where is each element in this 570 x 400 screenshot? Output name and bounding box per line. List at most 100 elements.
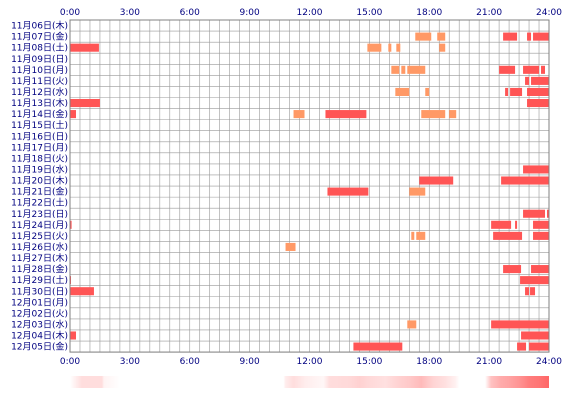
x-tick-label-top: 24:00 xyxy=(536,8,562,18)
activity-bar xyxy=(70,110,76,119)
activity-bar xyxy=(70,43,99,52)
activity-bar xyxy=(499,65,516,74)
activity-bar xyxy=(325,110,367,119)
activity-bar xyxy=(503,32,518,41)
row-label: 12月05日(金) xyxy=(11,341,68,353)
row-label: 11月23日(日) xyxy=(11,209,68,220)
row-label: 11月14日(金) xyxy=(11,108,68,120)
activity-bar xyxy=(421,110,446,119)
x-tick-label-top: 21:00 xyxy=(476,8,502,18)
activity-bar xyxy=(503,265,522,274)
activity-bar xyxy=(541,65,546,74)
x-tick-label-bottom: 6:00 xyxy=(180,357,200,367)
activity-bar xyxy=(493,231,523,240)
x-tick-label-top: 12:00 xyxy=(297,8,323,18)
activity-bar xyxy=(391,65,400,74)
row-label: 11月16日(日) xyxy=(11,131,68,142)
row-label: 11月19日(水) xyxy=(11,163,68,175)
row-label: 11月21日(金) xyxy=(11,186,68,198)
grid xyxy=(69,19,550,353)
activity-bar xyxy=(529,342,549,351)
row-label: 12月02日(火) xyxy=(11,308,68,319)
row-label: 11月27日(木) xyxy=(11,252,68,264)
activity-bar xyxy=(285,242,296,251)
bottom-tick-labels: 0:00 3:00 6:00 9:00 12:00 15:00 18:00 21:00 24:0… xyxy=(60,357,562,367)
activity-bar xyxy=(533,220,549,229)
activity-bar xyxy=(70,331,76,340)
activity-bar xyxy=(415,32,432,41)
density-bar xyxy=(70,376,549,388)
row-label: 11月11日(火) xyxy=(11,76,68,87)
x-tick-label-bottom: 21:00 xyxy=(476,357,502,367)
activity-bar xyxy=(531,76,549,85)
activity-bar xyxy=(70,98,100,108)
plot-border xyxy=(69,19,550,353)
activity-bar xyxy=(407,65,426,74)
row-label: 11月10日(月) xyxy=(11,65,68,76)
x-tick-label-top: 3:00 xyxy=(120,8,140,18)
row-label: 11月26日(水) xyxy=(11,241,68,253)
row-label: 12月01日(月) xyxy=(11,297,68,308)
row-label: 11月28日(金) xyxy=(11,263,68,275)
row-label: 11月17日(月) xyxy=(11,142,68,153)
activity-bar xyxy=(525,287,530,296)
activity-bar xyxy=(491,320,549,329)
row-label: 11月22日(土) xyxy=(11,197,68,209)
row-label: 12月04日(木) xyxy=(11,330,68,342)
plot-frame xyxy=(69,19,550,353)
x-tick-label-top: 0:00 xyxy=(60,8,80,18)
row-label: 11月30日(日) xyxy=(11,286,68,297)
x-tick-label-top: 9:00 xyxy=(240,8,260,18)
activity-bar xyxy=(521,331,549,340)
row-label: 11月08日(土) xyxy=(11,42,68,54)
activity-bar xyxy=(501,176,549,185)
row-labels: 11月06日(木)11月07日(金)11月08日(土)11月09日(日)11月1… xyxy=(11,20,68,353)
activity-bar xyxy=(437,32,446,41)
x-tick-label-top: 6:00 xyxy=(180,8,200,18)
activity-bar xyxy=(439,43,446,52)
activity-bar xyxy=(523,165,549,174)
row-label: 11月06日(木) xyxy=(11,20,68,32)
activity-bar xyxy=(527,32,532,41)
activity-bar xyxy=(515,220,518,229)
x-tick-label-bottom: 18:00 xyxy=(416,357,442,367)
activity-bar xyxy=(409,187,426,196)
row-label: 11月09日(日) xyxy=(11,54,68,65)
top-tick-labels: 0:00 3:00 6:00 9:00 12:00 15:00 18:00 21:00 24:0… xyxy=(60,8,562,18)
activity-bar xyxy=(70,287,94,296)
row-label: 11月29日(土) xyxy=(11,274,68,286)
activity-bar xyxy=(523,65,540,74)
activity-bar xyxy=(416,231,426,240)
activity-bars xyxy=(70,32,549,351)
row-label: 11月12日(水) xyxy=(11,86,68,98)
activity-bar xyxy=(395,87,410,96)
activity-bar xyxy=(533,231,549,240)
activity-bar xyxy=(353,342,403,351)
activity-bar xyxy=(525,76,530,85)
activity-bar xyxy=(533,32,549,41)
activity-bar xyxy=(530,287,536,296)
activity-bar xyxy=(527,98,549,108)
x-tick-label-bottom: 9:00 xyxy=(240,357,260,367)
activity-bar xyxy=(425,87,430,96)
activity-bar xyxy=(70,220,72,229)
activity-bar xyxy=(517,342,527,351)
activity-bar xyxy=(523,209,546,218)
activity-bar xyxy=(396,43,401,52)
activity-bar xyxy=(401,65,406,74)
activity-bar xyxy=(491,220,512,229)
activity-bar xyxy=(510,87,523,96)
x-tick-label-bottom: 24:00 xyxy=(536,357,562,367)
row-label: 11月18日(火) xyxy=(11,153,68,164)
activity-bar xyxy=(367,43,382,52)
activity-bar xyxy=(407,320,417,329)
activity-bar xyxy=(520,276,549,285)
x-tick-label-top: 15:00 xyxy=(356,8,382,18)
activity-bar xyxy=(531,265,549,274)
row-label: 11月20日(木) xyxy=(11,175,68,187)
x-tick-label-bottom: 3:00 xyxy=(120,357,140,367)
activity-bar xyxy=(419,176,454,185)
activity-bar xyxy=(388,43,392,52)
activity-bar xyxy=(547,209,549,218)
